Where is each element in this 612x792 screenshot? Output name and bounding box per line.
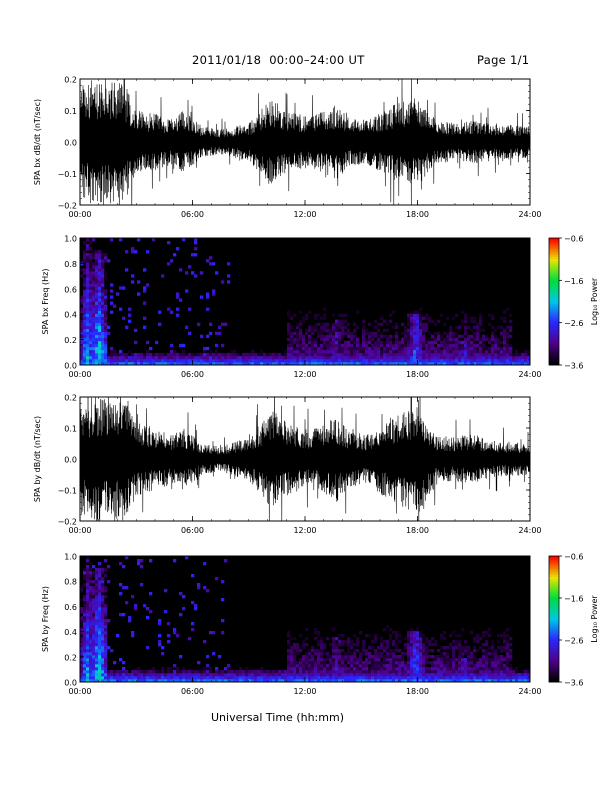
- y-tick-label: 0.2: [64, 653, 77, 662]
- page-number: Page 1/1: [477, 53, 530, 67]
- x-tick-label: 12:00: [293, 687, 316, 696]
- y-tick-label: 0.2: [64, 76, 77, 85]
- y-axis-label: SPA bx dB/dt (nT/sec): [33, 99, 42, 185]
- x-tick-label: 06:00: [181, 210, 204, 219]
- y-tick-label: −0.2: [58, 202, 77, 211]
- y-tick-label: 0.4: [64, 628, 77, 637]
- colorbar-tick-label: −1.6: [564, 595, 583, 604]
- y-tick-label: 0.8: [64, 260, 77, 269]
- series-trace: [80, 79, 530, 205]
- x-tick-label: 06:00: [181, 370, 204, 379]
- colorbar: −0.6 −1.6 −2.6 −3.6 Log₁₀ Power: [548, 553, 599, 688]
- x-tick-label: 18:00: [406, 370, 429, 379]
- page-title: 2011/01/18 00:00–24:00 UT: [192, 53, 365, 67]
- series-trace: [80, 397, 530, 521]
- y-tick-label: 0.6: [64, 603, 77, 612]
- y-axis-label: SPA by Freq (Hz): [41, 586, 50, 652]
- y-tick-label: 1.0: [64, 235, 77, 244]
- y-axis-label: SPA by dB/dt (nT/sec): [33, 416, 42, 502]
- y-tick-label: 0.0: [64, 679, 77, 688]
- y-tick-label: 0.0: [64, 362, 77, 371]
- y-tick-label: −0.1: [58, 170, 77, 179]
- panel-3: −0.2 −0.1 0.0 0.1 0.2 00:00 06:00 12:00 18:00 24:…: [33, 394, 542, 536]
- x-tick-label: 18:00: [406, 687, 429, 696]
- colorbar-tick-label: −0.6: [564, 553, 583, 562]
- y-tick-label: −0.2: [58, 518, 77, 527]
- y-tick-label: 1.0: [64, 553, 77, 562]
- x-tick-label: 12:00: [293, 370, 316, 379]
- x-tick-label: 06:00: [181, 687, 204, 696]
- x-tick-label: 18:00: [406, 210, 429, 219]
- y-axis-label: SPA bx Freq (Hz): [41, 269, 50, 335]
- panel-2: −0.6 −1.6 −2.6 −3.6 Log₁₀ Power 0.0 0.2 0.4 0.6 0…: [41, 235, 599, 380]
- x-tick-label: 06:00: [181, 526, 204, 535]
- colorbar-label: Log₁₀ Power: [590, 595, 599, 643]
- x-tick-label: 00:00: [68, 526, 91, 535]
- x-tick-label: 00:00: [68, 687, 91, 696]
- colorbar-tick-label: −3.6: [564, 679, 583, 688]
- spectrogram: [80, 238, 531, 366]
- colorbar-tick-label: −1.6: [564, 277, 583, 286]
- x-tick-label: 24:00: [518, 210, 541, 219]
- y-tick-label: 0.0: [64, 139, 77, 148]
- colorbar-label: Log₁₀ Power: [590, 277, 599, 325]
- colorbar-tick-label: −3.6: [564, 362, 583, 371]
- spectrogram: [80, 556, 531, 683]
- y-tick-label: 0.4: [64, 311, 77, 320]
- colorbar-tick-label: −2.6: [564, 637, 583, 646]
- y-tick-label: 0.6: [64, 285, 77, 294]
- y-tick-label: 0.2: [64, 394, 77, 403]
- x-axis-title: Universal Time (hh:mm): [211, 711, 344, 724]
- colorbar-tick-label: −0.6: [564, 235, 583, 244]
- y-tick-label: 0.1: [64, 107, 77, 116]
- x-tick-label: 12:00: [293, 210, 316, 219]
- x-tick-label: 00:00: [68, 210, 91, 219]
- y-tick-label: −0.1: [58, 487, 77, 496]
- x-tick-label: 18:00: [406, 526, 429, 535]
- x-tick-label: 12:00: [293, 526, 316, 535]
- x-tick-label: 24:00: [518, 526, 541, 535]
- panel-1: −0.2 −0.1 0.0 0.1 0.2 00:00 06:00 12:00 18:00 24:…: [33, 76, 542, 220]
- x-tick-label: 24:00: [518, 687, 541, 696]
- y-tick-label: 0.2: [64, 336, 77, 345]
- x-tick-label: 00:00: [68, 370, 91, 379]
- colorbar: −0.6 −1.6 −2.6 −3.6 Log₁₀ Power: [548, 235, 599, 371]
- x-tick-label: 24:00: [518, 370, 541, 379]
- panel-4: −0.6 −1.6 −2.6 −3.6 Log₁₀ Power 0.0 0.2 0.4 0.6 0…: [41, 553, 599, 697]
- y-tick-label: 0.8: [64, 578, 77, 587]
- y-tick-label: 0.0: [64, 456, 77, 465]
- colorbar-tick-label: −2.6: [564, 319, 583, 328]
- y-tick-label: 0.1: [64, 425, 77, 434]
